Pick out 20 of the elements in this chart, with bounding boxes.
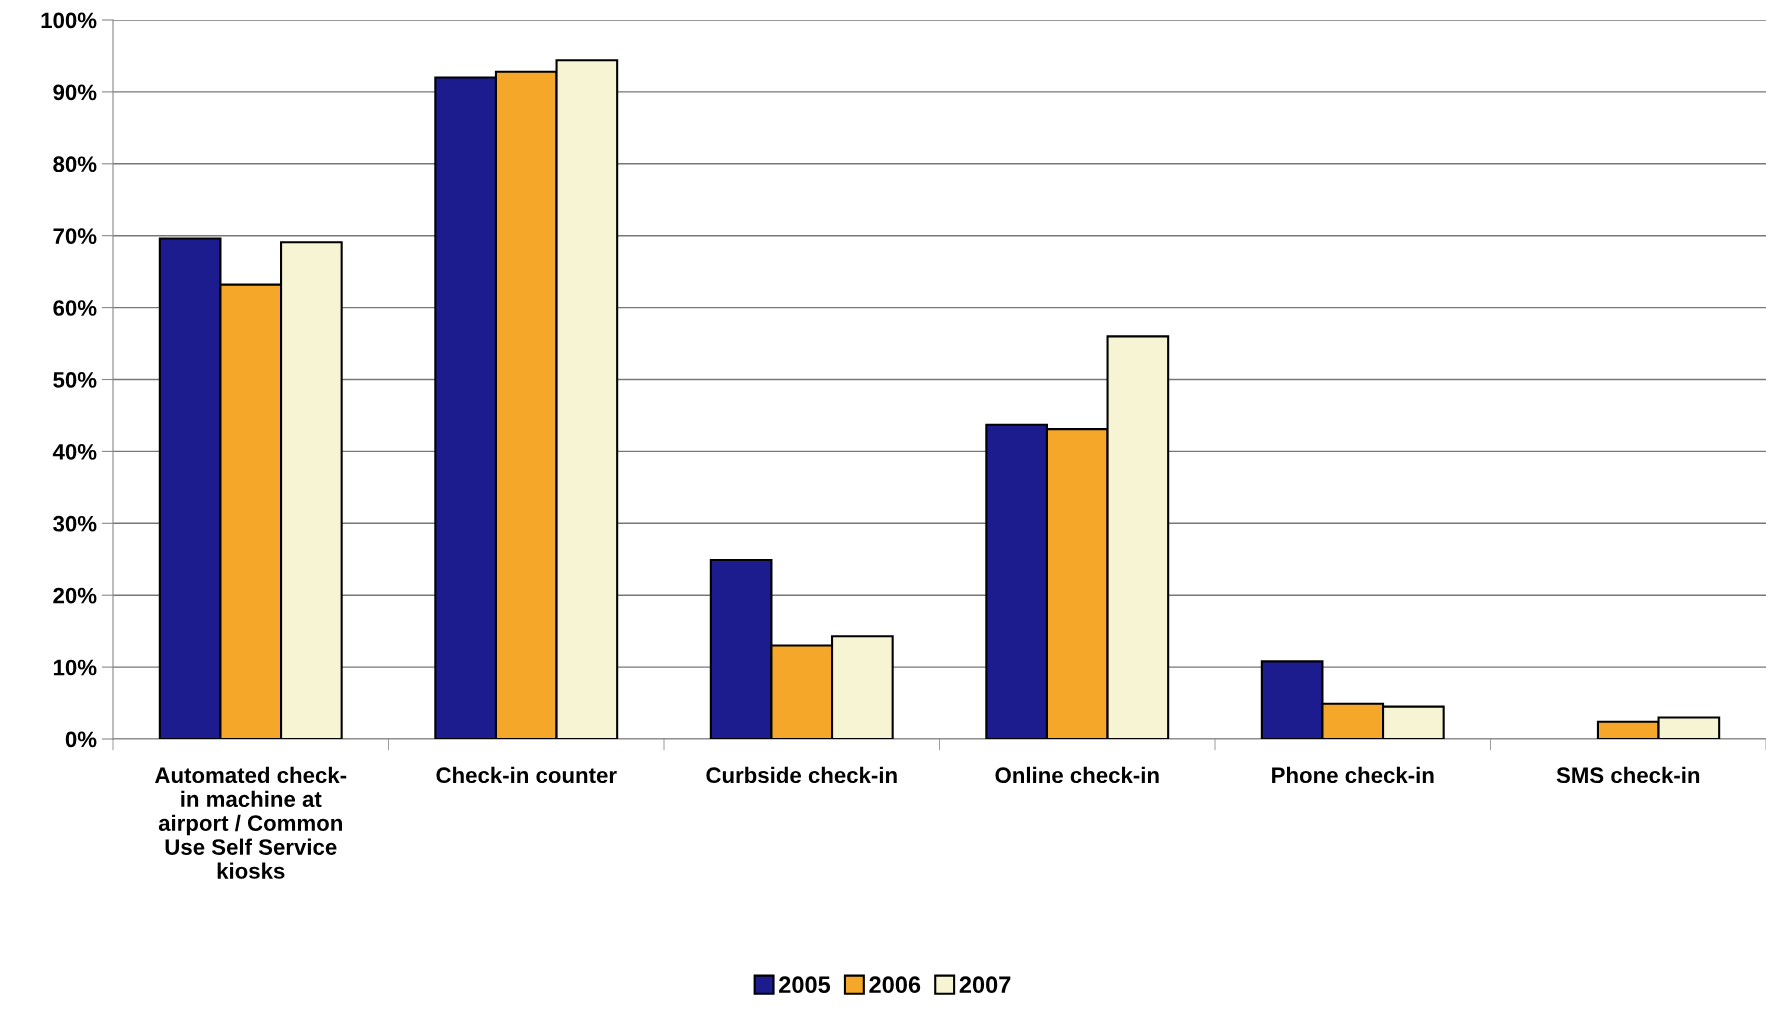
x-tick-label: SMS check-in bbox=[1556, 766, 1700, 784]
y-tick-label: 20% bbox=[53, 587, 97, 604]
y-tick-label: 40% bbox=[52, 443, 97, 460]
y-tick-label: 100% bbox=[41, 12, 97, 29]
y-tick-label: 90% bbox=[53, 84, 97, 101]
y-tick-label: 30% bbox=[53, 515, 97, 532]
y-tick-label: 50% bbox=[53, 372, 97, 388]
legend-label: 2005 bbox=[779, 976, 831, 994]
x-tick-label: Automated check-in machine at airport / Common Use Self Service kiosks bbox=[154, 766, 347, 879]
legend-label: 2006 bbox=[869, 976, 921, 994]
y-tick-label: 60% bbox=[53, 300, 97, 316]
legend-label: 2007 bbox=[959, 976, 1011, 994]
y-tick-label: 80% bbox=[53, 156, 97, 173]
x-tick-label: Check-in counter bbox=[436, 766, 617, 784]
y-tick-label: 0% bbox=[65, 731, 97, 748]
y-tick-label: 70% bbox=[53, 228, 97, 244]
x-tick-label: Phone check-in bbox=[1272, 766, 1434, 784]
y-tick-label: 10% bbox=[53, 659, 97, 676]
x-tick-label: Online check-in bbox=[995, 766, 1159, 784]
x-tick-label: Curbside check-in bbox=[706, 766, 897, 784]
